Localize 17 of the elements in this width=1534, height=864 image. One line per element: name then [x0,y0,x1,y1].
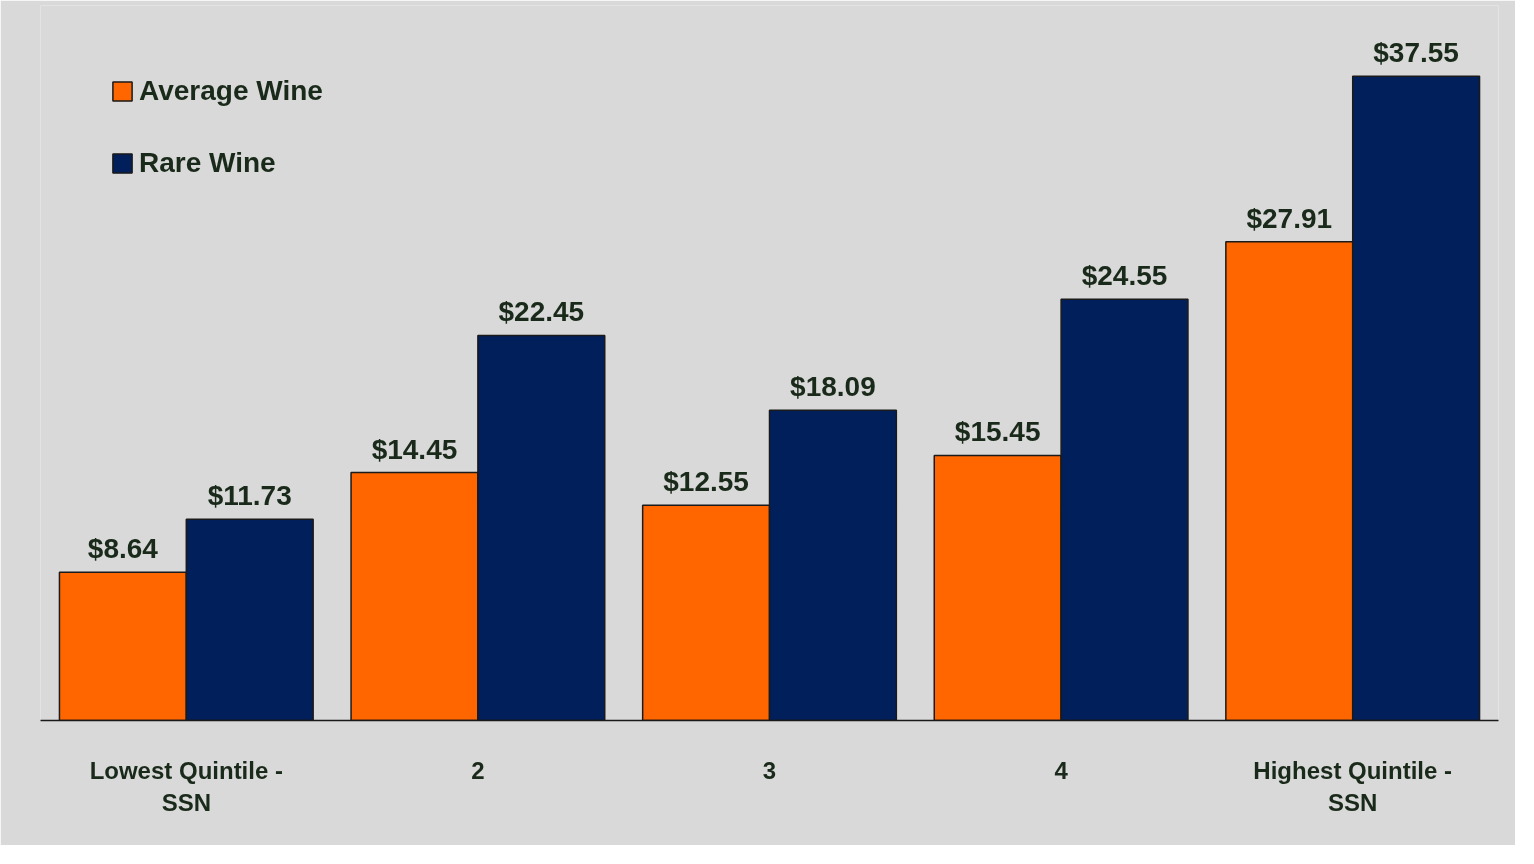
x-tick-label: 4 [1054,756,1069,784]
legend-label: Average Wine [139,75,323,107]
data-label: $24.55 [1081,260,1168,292]
data-label: $18.09 [790,371,876,403]
x-tick-label: Highest Quintile - SSN [1253,756,1453,816]
data-label: $12.55 [663,466,749,498]
data-label: $27.91 [1246,202,1333,234]
data-label: $37.55 [1373,37,1459,69]
data-label: $14.45 [371,433,458,465]
x-tick-label: 2 [471,756,485,784]
legend-label: Rare Wine [139,147,276,179]
data-label: $8.64 [87,533,159,565]
x-tick-label: Lowest Quintile - SSN [89,756,283,816]
data-label: $15.45 [954,416,1041,448]
data-label: $22.45 [498,296,585,328]
x-tick-label: 3 [762,756,777,784]
data-label: $11.73 [207,480,292,512]
